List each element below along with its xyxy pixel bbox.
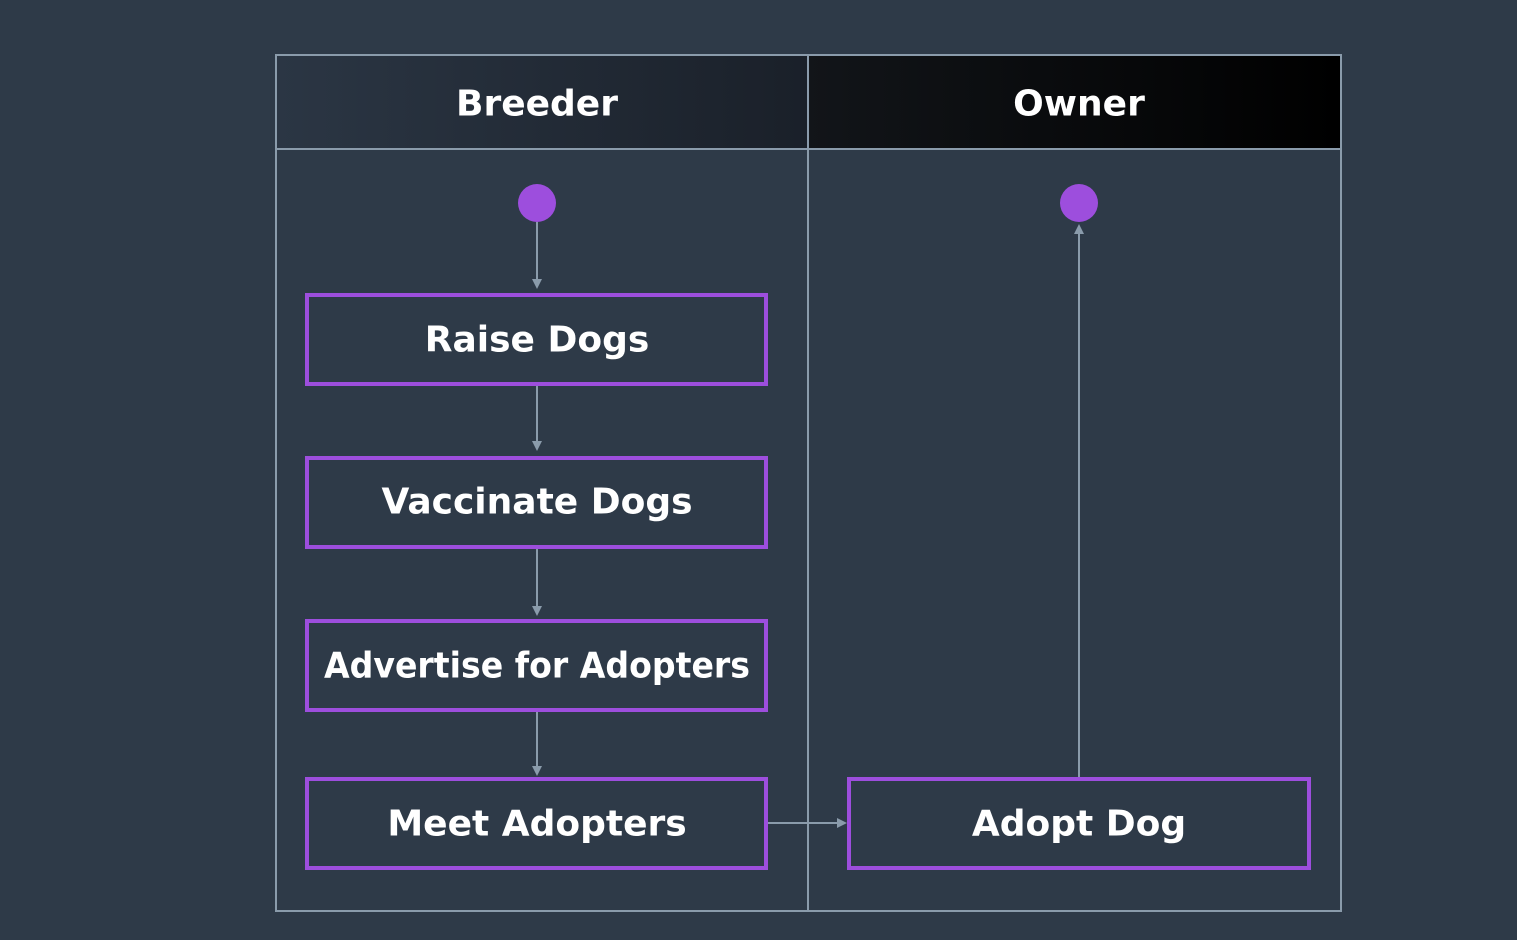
step-vaccinate-dogs: Vaccinate Dogs [305,456,768,549]
step-advertise-for-adopters: Advertise for Adopters [305,619,768,712]
step-meet-adopters: Meet Adopters [305,777,768,870]
step-box [847,777,1311,870]
step-label: Raise Dogs [425,320,650,361]
breeder-lane-title: Breeder [456,84,618,125]
step-box [305,456,768,549]
step-box [305,777,768,870]
step-box [305,293,768,386]
step-label: Vaccinate Dogs [381,482,692,523]
step-label: Meet Adopters [387,804,686,845]
breeder-lane-header [276,55,808,149]
step-raise-dogs: Raise Dogs [305,293,768,386]
owner-lane-header [808,55,1341,149]
start-node [518,184,556,222]
end-node [1060,184,1098,222]
step-label: Advertise for Adopters [324,646,750,687]
owner-lane-title: Owner [1013,84,1145,125]
step-adopt-dog: Adopt Dog [847,777,1311,870]
step-label: Adopt Dog [972,804,1186,845]
step-box [305,619,768,712]
